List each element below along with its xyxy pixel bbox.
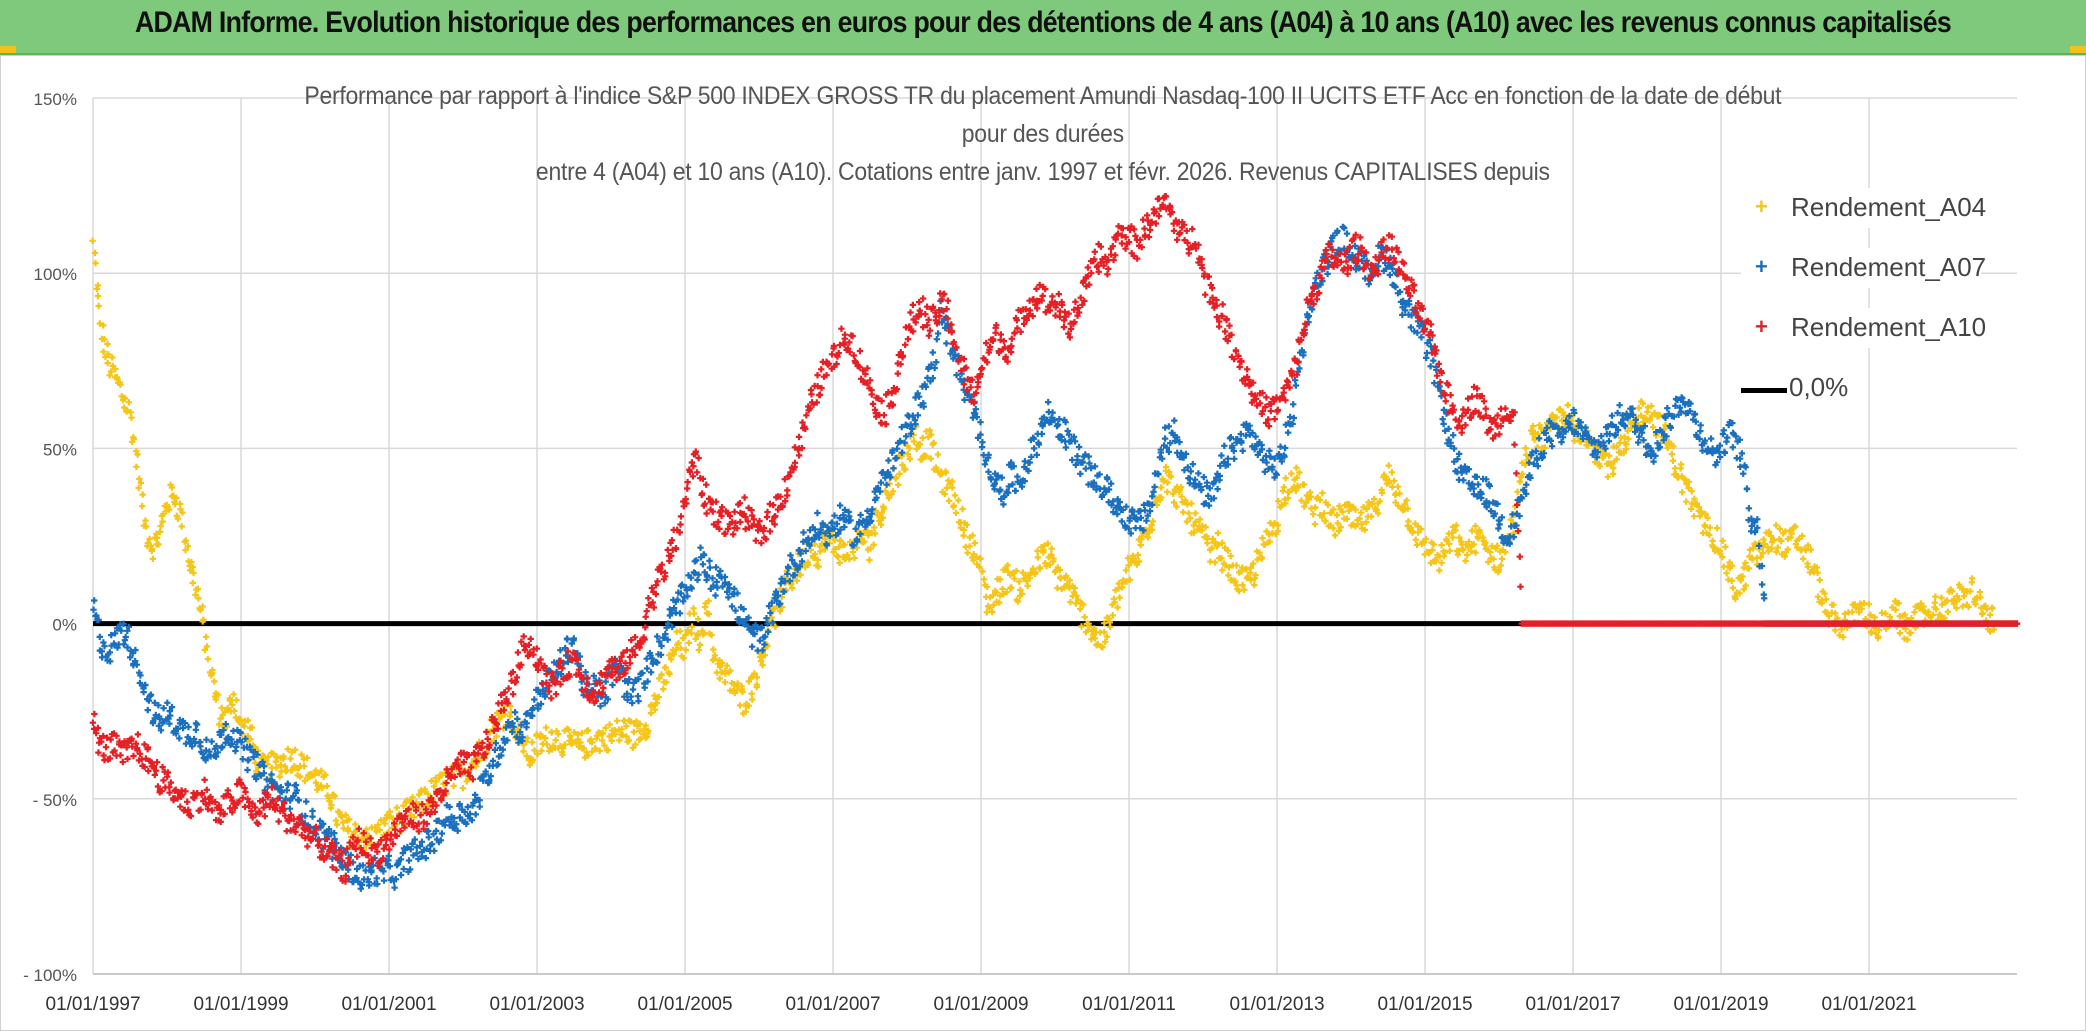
legend-label-a10: Rendement_A10 (1791, 312, 1987, 342)
y-tick-label: - 100% (23, 966, 77, 985)
banner-title: ADAM Informe. Evolution historique des p… (134, 6, 1952, 39)
chart-title-line-1: Performance par rapport à l'indice S&P 5… (304, 82, 1782, 110)
chart-svg: - 100% - 50% 0% 50% 100% 150% 01/01/1997 01/01/… (23, 90, 2021, 1015)
legend-label-zero: 0,0% (1789, 372, 1849, 402)
x-tick-label: 01/01/1999 (193, 994, 288, 1015)
y-tick-label: 50% (43, 440, 77, 459)
x-tick-label: 01/01/2017 (1525, 994, 1620, 1015)
legend-marker-a07: + (1755, 254, 1768, 279)
legend-label-a04: Rendement_A04 (1791, 192, 1987, 222)
x-tick-label: 01/01/2001 (341, 994, 436, 1015)
legend-marker-zero (1741, 388, 1787, 393)
legend-label-a07: Rendement_A07 (1791, 252, 1987, 282)
legend-marker-a10: + (1755, 314, 1768, 339)
x-tick-label: 01/01/1997 (45, 994, 140, 1015)
y-tick-label: 0% (52, 616, 77, 635)
legend-item-a07: + Rendement_A07 (1741, 248, 1986, 288)
legend-item-a10: + Rendement_A10 (1741, 308, 1986, 348)
y-tick-label: - 50% (33, 791, 77, 810)
chart-title-line-2: pour des durées (961, 120, 1124, 148)
banner-corner-left (0, 46, 16, 53)
x-tick-label: 01/01/2013 (1229, 994, 1324, 1015)
banner-corner-right (2070, 46, 2086, 53)
x-tick-label: 01/01/2021 (1821, 994, 1916, 1015)
x-tick-label: 01/01/2015 (1377, 994, 1472, 1015)
x-tick-label: 01/01/2007 (785, 994, 880, 1015)
x-tick-label: 01/01/2019 (1673, 994, 1768, 1015)
series-marks-a10 (89, 193, 2021, 885)
chart-title-line-3: entre 4 (A04) et 10 ans (A10). Cotations… (535, 158, 1550, 186)
top-banner: ADAM Informe. Evolution historique des p… (0, 0, 2086, 55)
x-tick-label: 01/01/2011 (1082, 994, 1176, 1015)
series-marks-a04 (89, 237, 2020, 853)
y-tick-label: 100% (34, 265, 77, 284)
x-tick-label: 01/01/2005 (637, 994, 732, 1015)
y-tick-label: 150% (34, 90, 77, 109)
x-tick-label: 01/01/2009 (933, 994, 1028, 1015)
legend-item-a04: + Rendement_A04 (1741, 188, 1986, 228)
legend-item-zero: 0,0% (1741, 368, 1861, 408)
x-tick-label: 01/01/2003 (489, 994, 584, 1015)
legend-marker-a04: + (1755, 194, 1768, 219)
chart-frame: - 100% - 50% 0% 50% 100% 150% 01/01/1997 01/01/… (0, 55, 2086, 1031)
